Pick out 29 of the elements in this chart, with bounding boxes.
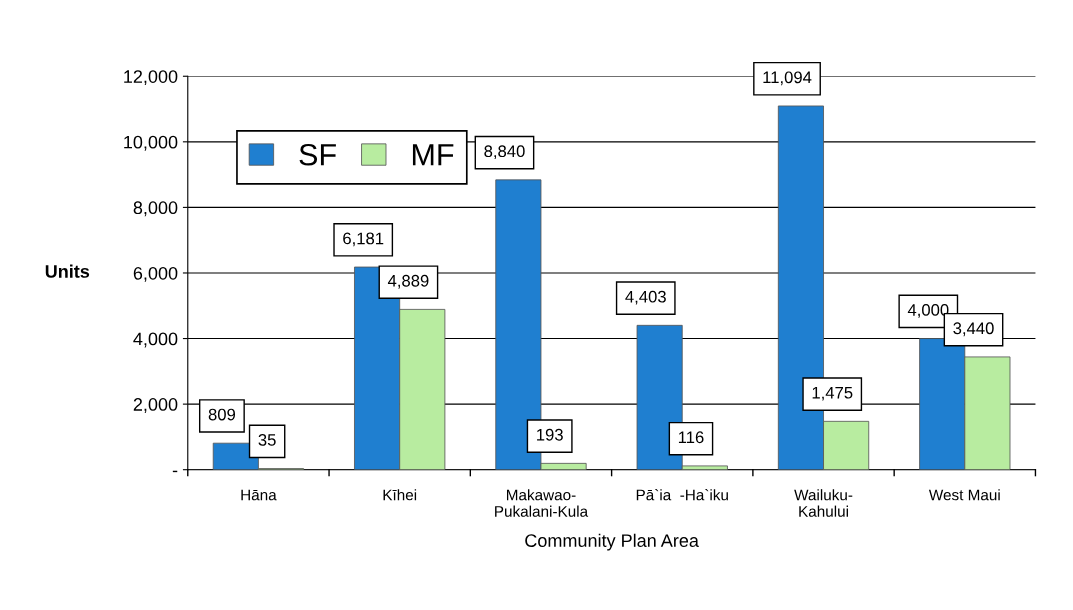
data-label: 6,181: [343, 232, 384, 247]
y-tick-label: 6,000: [133, 266, 178, 282]
data-label: 809: [208, 408, 236, 421]
x-tick-label: Pā`ia -Ha`iku: [636, 488, 728, 501]
data-label: 1,475: [812, 386, 853, 401]
data-label: 193: [537, 428, 563, 441]
x-axis-title: Community Plan Area: [525, 533, 699, 551]
legend-label: SF: [299, 143, 336, 166]
x-tick-label: Makawao- Pukalani-Kula: [495, 489, 589, 517]
x-tick-label: Hāna: [241, 489, 277, 501]
y-axis-title: Units: [45, 264, 90, 278]
y-tick-label: 12,000: [124, 70, 178, 86]
y-tick-label: 4,000: [133, 332, 178, 348]
data-label: 8,840: [484, 145, 525, 160]
data-label: 4,403: [625, 290, 666, 305]
data-label: 4,000: [907, 304, 949, 318]
x-tick-label: Wailuku- Kahului: [794, 489, 853, 517]
x-tick-label: West Maui: [928, 489, 1000, 501]
data-label: 116: [678, 431, 704, 444]
legend-label: MF: [412, 144, 454, 166]
y-tick-label: 2,000: [133, 398, 178, 413]
y-tick-label: 10,000: [124, 135, 178, 151]
data-label: 11,094: [763, 71, 812, 86]
data-label: 3,440: [953, 322, 994, 337]
y-tick-label: 8,000: [133, 201, 178, 217]
data-label: 35: [258, 434, 276, 446]
x-tick-label: Kīhei: [383, 489, 417, 501]
data-label: 4,889: [387, 274, 429, 289]
y-tick-label: -: [172, 470, 178, 473]
